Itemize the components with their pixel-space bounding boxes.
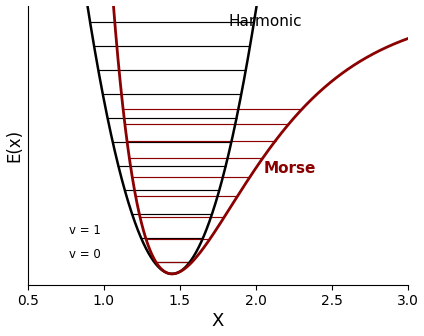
Text: Morse: Morse (263, 161, 315, 176)
Text: v = 0: v = 0 (69, 248, 100, 261)
Y-axis label: E(x): E(x) (6, 128, 24, 162)
Text: v = 1: v = 1 (69, 224, 100, 237)
Text: Harmonic: Harmonic (228, 13, 302, 29)
X-axis label: X: X (212, 312, 224, 330)
